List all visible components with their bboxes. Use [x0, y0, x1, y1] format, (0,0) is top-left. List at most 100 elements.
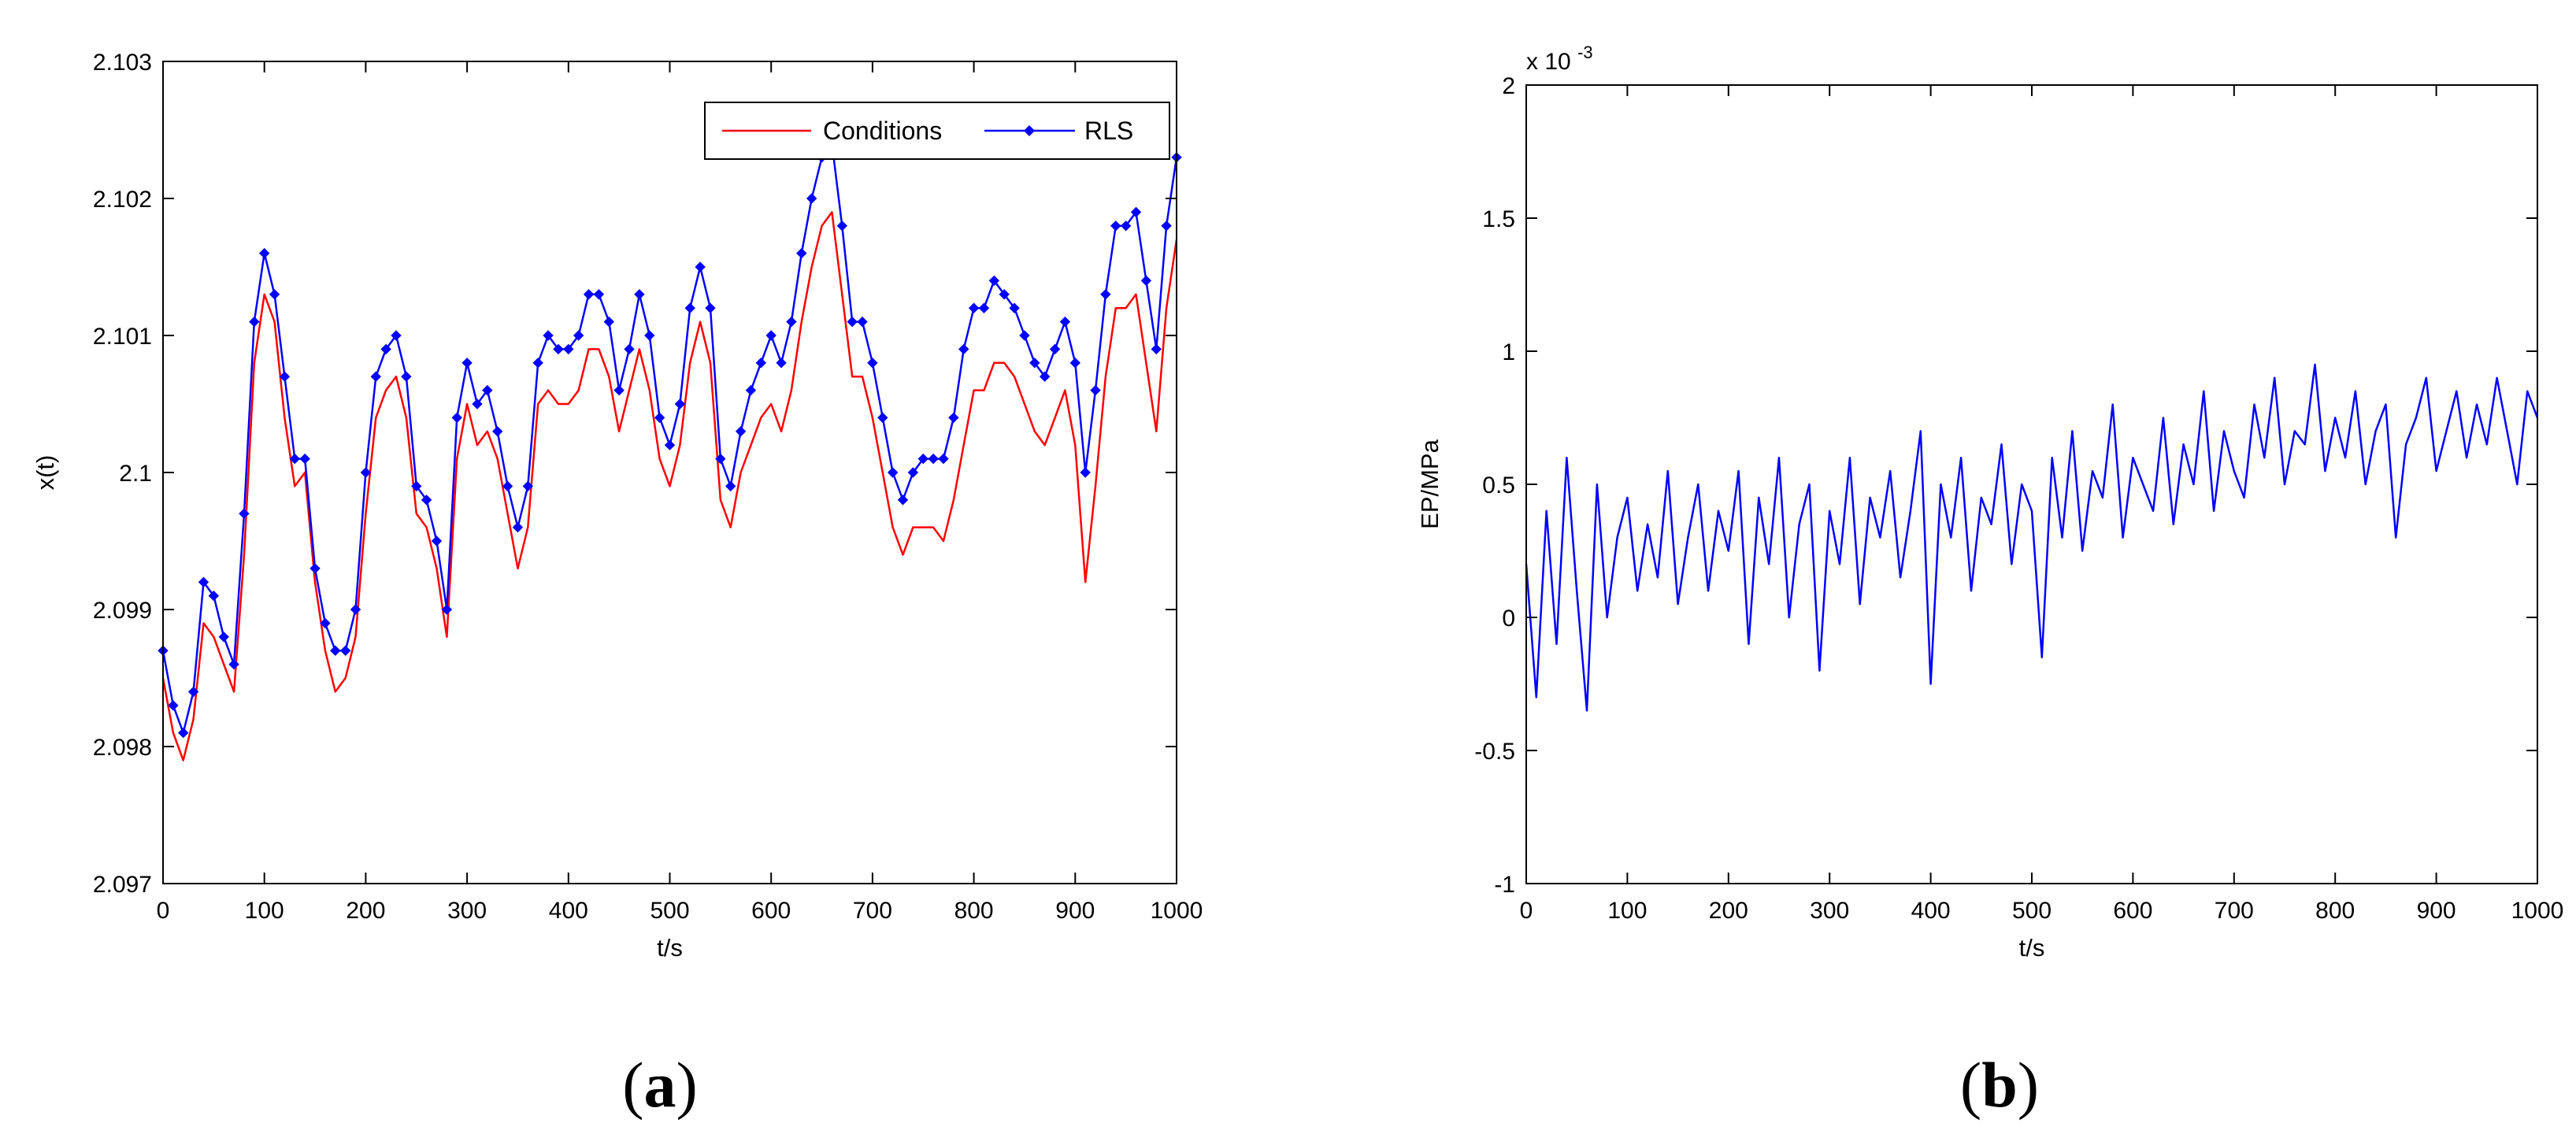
- data-point-rls: [1009, 302, 1020, 313]
- data-point-rls: [968, 302, 980, 313]
- chart-b: 0 100 200 300 400 500 600 700 800 900 1000 -1 -0.5 0 0…: [1416, 43, 2563, 962]
- data-point-rls: [411, 480, 422, 492]
- data-point-rls: [320, 617, 331, 629]
- data-point-rls: [786, 316, 797, 328]
- data-point-rls: [299, 453, 310, 465]
- data-point-rls: [553, 343, 564, 355]
- data-point-rls: [350, 604, 361, 615]
- data-point-rls: [705, 302, 716, 313]
- legend-label-conditions: Conditions: [823, 117, 942, 145]
- data-point-rls: [218, 632, 229, 643]
- x-tick-label: 400: [1911, 898, 1951, 924]
- y-tick-label: 2.103: [93, 50, 152, 76]
- data-point-rls: [178, 727, 189, 739]
- data-point-rls: [198, 576, 209, 587]
- x-tick-label: 600: [751, 898, 791, 924]
- data-point-rls: [796, 247, 807, 259]
- data-point-rls: [492, 426, 503, 437]
- x-tick-label: 100: [245, 898, 284, 924]
- x-tick-label: 500: [650, 898, 689, 924]
- y-tick-label: 0: [1502, 606, 1515, 632]
- x-tick-label: 0: [1520, 898, 1533, 924]
- chart-a: 0 100 200 300 400 500 600 700 800 900 1000 2.097 2.0…: [32, 50, 1203, 962]
- data-point-rls: [958, 343, 969, 355]
- data-point-rls: [776, 358, 787, 369]
- y-tick-label: -0.5: [1474, 739, 1515, 765]
- data-point-rls: [644, 330, 655, 341]
- y-exponent-power-b: -3: [1577, 43, 1593, 62]
- series-line-series-1-b: [1525, 363, 2539, 712]
- legend-marker-rls: [1024, 125, 1035, 136]
- plot-area-b: [1525, 363, 2539, 712]
- data-point-rls: [725, 480, 736, 492]
- data-point-rls: [401, 371, 412, 382]
- data-point-rls: [674, 398, 686, 410]
- data-point-rls: [309, 563, 321, 574]
- x-tick-label: 200: [346, 898, 385, 924]
- x-tick-label: 1000: [2511, 898, 2564, 924]
- panel-paren-close-a: ): [676, 1049, 698, 1121]
- data-point-rls: [877, 412, 888, 424]
- data-point-rls: [239, 508, 250, 519]
- y-tick-label: 2.102: [93, 187, 152, 213]
- data-point-rls: [1069, 358, 1081, 369]
- data-point-rls: [1110, 220, 1121, 232]
- data-point-rls: [472, 398, 483, 410]
- data-point-rls: [1151, 343, 1162, 355]
- y-exponent-label-b: x 10 -3: [1526, 43, 1593, 75]
- data-point-rls: [168, 700, 179, 711]
- data-point-rls: [1029, 358, 1040, 369]
- data-point-rls: [917, 453, 928, 465]
- y-tick-label: 2.1: [119, 461, 152, 487]
- data-point-rls: [634, 289, 645, 300]
- x-tick-label: 800: [2315, 898, 2355, 924]
- data-point-rls: [1130, 206, 1142, 218]
- data-point-rls: [269, 289, 280, 300]
- data-point-rls: [563, 343, 574, 355]
- data-point-rls: [380, 343, 391, 355]
- data-point-rls: [208, 590, 220, 602]
- x-tick-label: 500: [2012, 898, 2052, 924]
- data-point-rls: [1090, 384, 1101, 396]
- data-point-rls: [482, 384, 493, 396]
- x-tick-label: 0: [157, 898, 170, 924]
- y-exponent-base-b: x 10: [1526, 49, 1571, 75]
- x-tick-label: 400: [549, 898, 588, 924]
- y-tick-label: -1: [1494, 872, 1515, 898]
- data-point-rls: [461, 358, 473, 369]
- panel-paren-close-b: ): [2018, 1049, 2039, 1121]
- data-point-rls: [1140, 275, 1152, 287]
- y-tick-label: 1: [1502, 339, 1515, 365]
- data-point-rls: [887, 467, 899, 478]
- data-point-rls: [988, 275, 1000, 287]
- x-tick-label: 300: [1810, 898, 1849, 924]
- data-point-rls: [330, 645, 341, 656]
- data-point-rls: [187, 686, 199, 698]
- legend-a: Conditions RLS: [704, 102, 1170, 160]
- data-point-rls: [360, 467, 372, 478]
- y-axis-label-a: x(t): [32, 455, 59, 491]
- data-point-rls: [684, 302, 695, 313]
- data-point-rls: [715, 453, 726, 465]
- x-tick-label: 300: [447, 898, 487, 924]
- data-point-rls: [624, 343, 635, 355]
- data-point-rls: [603, 316, 614, 328]
- data-point-rls: [1019, 330, 1030, 341]
- panel-label-b: (b): [1960, 1049, 2039, 1121]
- data-point-rls: [745, 384, 757, 396]
- ticks-a: 0 100 200 300 400 500 600 700 800 900 1000 2.097 2.0…: [93, 50, 1203, 924]
- data-point-rls: [512, 521, 524, 533]
- data-point-rls: [573, 330, 584, 341]
- x-tick-label: 900: [1055, 898, 1095, 924]
- x-tick-label: 100: [1607, 898, 1647, 924]
- x-tick-label: 200: [1709, 898, 1748, 924]
- data-point-rls: [654, 412, 665, 424]
- data-point-rls: [522, 480, 534, 492]
- data-point-rls: [847, 316, 858, 328]
- x-tick-label: 900: [2417, 898, 2456, 924]
- x-tick-label: 800: [954, 898, 994, 924]
- data-point-rls: [370, 371, 381, 382]
- data-point-rls: [938, 453, 949, 465]
- data-point-rls: [897, 495, 909, 506]
